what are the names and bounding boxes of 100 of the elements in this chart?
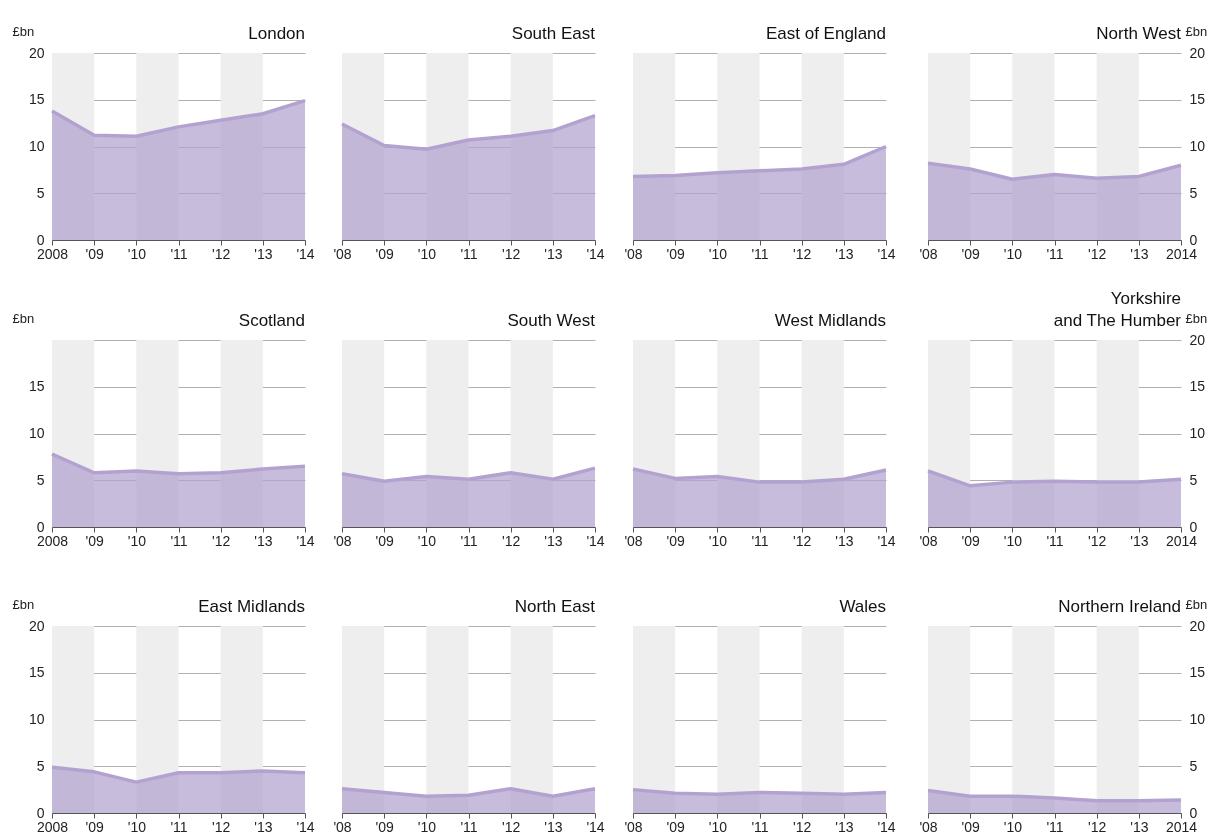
- x-tick-label: '08: [919, 818, 938, 835]
- x-tick-label: '12: [502, 245, 521, 262]
- x-tick-label: '13: [544, 532, 563, 549]
- x-tick-label: 2008: [36, 818, 69, 835]
- x-tick-label: '10: [1003, 818, 1023, 835]
- chart-title: North East: [514, 597, 596, 616]
- y2-tick-label: 20: [1189, 44, 1206, 61]
- x-tick-label: '08: [333, 532, 352, 549]
- x-tick-label: '11: [170, 532, 188, 549]
- x-tick-label: '09: [375, 245, 394, 262]
- y2-tick-label: 0: [1189, 804, 1198, 821]
- y2-tick-label: 10: [1189, 425, 1206, 441]
- x-tick-label: '13: [835, 818, 854, 835]
- y2-axis-title: £bn: [1185, 23, 1208, 39]
- x-tick-label: '13: [1130, 245, 1149, 262]
- x-tick-label: '14: [586, 245, 605, 262]
- chart-title: East Midlands: [198, 597, 305, 616]
- x-tick-label: '11: [1046, 245, 1064, 262]
- chart-title: East of England: [765, 24, 886, 43]
- y-tick-label: 10: [28, 138, 45, 154]
- x-tick-label: '11: [1046, 532, 1064, 549]
- y2-tick-label: 5: [1189, 184, 1198, 201]
- x-tick-label: '08: [333, 818, 352, 835]
- x-tick-label: '09: [85, 818, 104, 835]
- y2-tick-label: 0: [1189, 518, 1198, 535]
- y-axis-title: £bn: [12, 596, 35, 612]
- x-tick-label: '13: [254, 532, 273, 549]
- y-tick-label: 15: [28, 378, 45, 395]
- x-tick-label: '11: [460, 818, 478, 835]
- y-tick-label: 20: [28, 44, 45, 61]
- x-tick-label: '13: [254, 818, 273, 835]
- x-tick-label: '12: [212, 532, 231, 549]
- chart-title: Wales: [839, 597, 886, 616]
- chart-title: London: [248, 24, 305, 43]
- x-tick-label: '12: [212, 245, 231, 262]
- x-tick-label: '08: [624, 818, 643, 835]
- y-tick-label: 10: [28, 425, 45, 441]
- x-tick-label: '10: [708, 532, 728, 549]
- chart-title: Scotland: [238, 311, 305, 330]
- x-tick-label: '10: [1003, 245, 1023, 262]
- y-tick-label: 0: [36, 518, 45, 535]
- x-tick-label: '11: [751, 245, 769, 262]
- x-tick-label: '12: [502, 818, 521, 835]
- y2-tick-label: 0: [1189, 231, 1198, 248]
- y2-tick-label: 15: [1189, 664, 1206, 681]
- y2-tick-label: 10: [1189, 711, 1206, 727]
- x-tick-label: '12: [1088, 245, 1107, 262]
- x-tick-label: '11: [460, 532, 478, 549]
- y-tick-label: 10: [28, 711, 45, 727]
- x-tick-label: '14: [877, 818, 896, 835]
- y2-tick-label: 10: [1189, 138, 1206, 154]
- x-tick-label: 2014: [1165, 245, 1198, 262]
- x-tick-label: '09: [375, 818, 394, 835]
- y2-tick-label: 5: [1189, 471, 1198, 488]
- x-tick-label: '13: [544, 818, 563, 835]
- x-tick-label: '09: [375, 532, 394, 549]
- x-tick-label: '11: [751, 532, 769, 549]
- x-tick-label: '10: [127, 818, 147, 835]
- x-tick-label: '12: [502, 532, 521, 549]
- x-tick-label: '13: [254, 245, 273, 262]
- x-tick-label: '12: [212, 818, 231, 835]
- chart-title: South West: [507, 311, 596, 330]
- x-tick-label: '13: [1130, 818, 1149, 835]
- x-tick-label: 2014: [1165, 818, 1198, 835]
- x-tick-label: '11: [1046, 818, 1064, 835]
- chart-title: South East: [511, 24, 596, 43]
- x-tick-label: '08: [624, 245, 643, 262]
- x-tick-label: '09: [961, 532, 980, 549]
- x-tick-label: '09: [666, 532, 685, 549]
- y-tick-label: 5: [36, 757, 45, 774]
- x-tick-label: '10: [417, 532, 437, 549]
- chart-title: Yorkshire and The Humber: [1053, 289, 1182, 330]
- x-tick-label: 2008: [36, 245, 69, 262]
- x-tick-label: '10: [1003, 532, 1023, 549]
- x-tick-label: '14: [877, 245, 896, 262]
- x-tick-label: '08: [919, 532, 938, 549]
- x-tick-label: '10: [127, 532, 147, 549]
- x-tick-label: '13: [835, 245, 854, 262]
- x-tick-label: '08: [624, 532, 643, 549]
- x-tick-label: '14: [296, 532, 315, 549]
- x-tick-label: '12: [793, 818, 812, 835]
- x-tick-label: '12: [1088, 532, 1107, 549]
- x-tick-label: '11: [751, 818, 769, 835]
- y2-tick-label: 15: [1189, 378, 1206, 395]
- x-tick-label: '10: [127, 245, 147, 262]
- y-tick-label: 20: [28, 617, 45, 634]
- y-tick-label: 5: [36, 184, 45, 201]
- y2-axis-title: £bn: [1185, 310, 1208, 326]
- x-tick-label: 2014: [1165, 532, 1198, 549]
- y-tick-label: 15: [28, 91, 45, 108]
- x-tick-label: '09: [961, 245, 980, 262]
- x-tick-label: '10: [708, 818, 728, 835]
- y-tick-label: 0: [36, 804, 45, 821]
- y2-tick-label: 20: [1189, 331, 1206, 348]
- x-tick-label: '12: [793, 532, 812, 549]
- y-axis-title: £bn: [12, 23, 35, 39]
- x-tick-label: '10: [417, 818, 437, 835]
- chart-title: North West: [1096, 24, 1182, 43]
- chart-title: Northern Ireland: [1058, 597, 1181, 616]
- x-tick-label: '14: [296, 818, 315, 835]
